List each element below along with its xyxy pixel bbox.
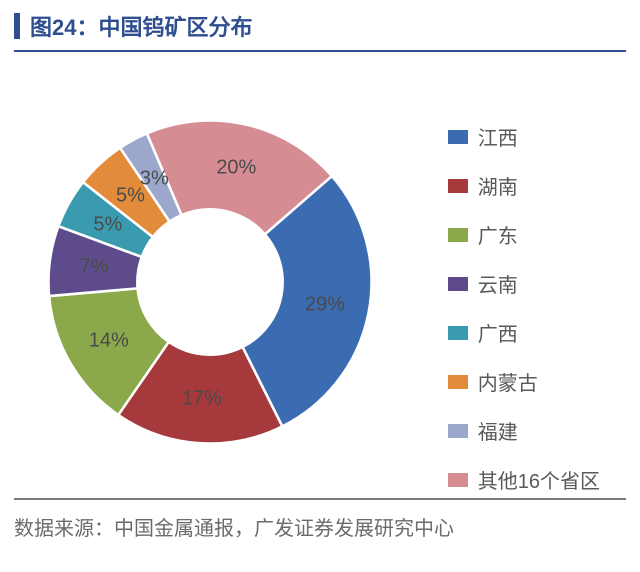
slice-label-2: 14% — [89, 329, 129, 352]
legend-label: 其他16个省区 — [478, 465, 600, 494]
chart-area: 29%17%14%7%5%5%3%20% 江西湖南广东云南广西内蒙古福建其他16… — [0, 52, 640, 492]
legend-swatch — [448, 277, 468, 291]
legend-item-6: 福建 — [448, 416, 600, 445]
legend-item-0: 江西 — [448, 122, 600, 151]
legend-swatch — [448, 326, 468, 340]
legend-swatch — [448, 228, 468, 242]
legend-swatch — [448, 179, 468, 193]
legend-item-4: 广西 — [448, 318, 600, 347]
slice-label-4: 5% — [93, 213, 122, 236]
title-prefix: 图24： — [30, 15, 98, 40]
legend-item-2: 广东 — [448, 220, 600, 249]
slice-label-7: 20% — [216, 156, 256, 179]
slice-label-0: 29% — [305, 293, 345, 316]
legend-swatch — [448, 424, 468, 438]
legend-item-5: 内蒙古 — [448, 367, 600, 396]
legend-swatch — [448, 130, 468, 144]
title-main: 中国钨矿区分布 — [98, 15, 252, 40]
legend-swatch — [448, 473, 468, 487]
donut-chart: 29%17%14%7%5%5%3%20% — [40, 112, 380, 452]
legend-label: 内蒙古 — [478, 367, 538, 396]
title-bar: 图24：中国钨矿区分布 — [0, 0, 640, 50]
legend-label: 福建 — [478, 416, 518, 445]
legend-label: 云南 — [478, 269, 518, 298]
legend-label: 江西 — [478, 122, 518, 151]
legend: 江西湖南广东云南广西内蒙古福建其他16个省区 — [448, 122, 600, 514]
chart-title: 图24：中国钨矿区分布 — [30, 10, 253, 42]
slice-label-3: 7% — [79, 255, 108, 278]
slice-label-1: 17% — [182, 387, 222, 410]
legend-label: 湖南 — [478, 171, 518, 200]
legend-label: 广西 — [478, 318, 518, 347]
legend-item-7: 其他16个省区 — [448, 465, 600, 494]
legend-label: 广东 — [478, 220, 518, 249]
legend-item-1: 湖南 — [448, 171, 600, 200]
title-accent — [14, 13, 20, 39]
slice-label-6: 3% — [140, 168, 169, 191]
legend-item-3: 云南 — [448, 269, 600, 298]
legend-swatch — [448, 375, 468, 389]
